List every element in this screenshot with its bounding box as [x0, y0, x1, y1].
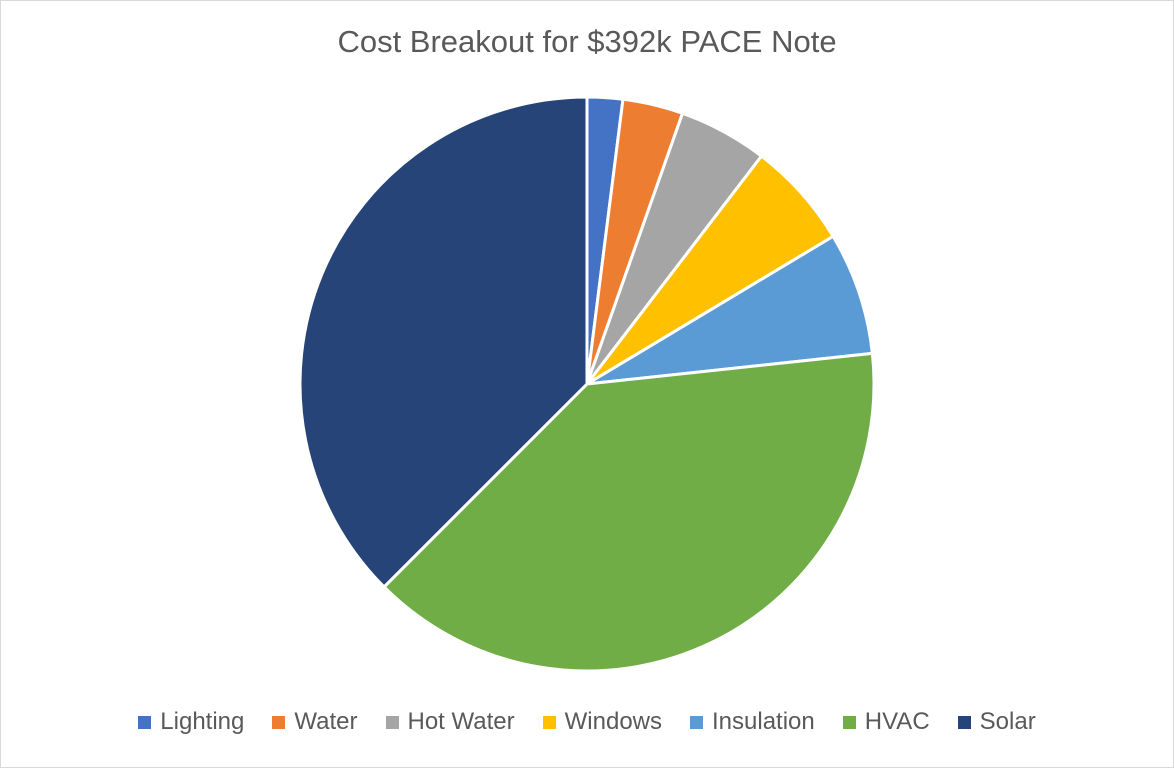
legend-swatch — [272, 715, 286, 729]
legend-label: Lighting — [160, 708, 245, 735]
legend-item-lighting: Lighting — [138, 708, 244, 736]
legend-swatch — [385, 715, 399, 729]
legend-item-hot-water: Hot Water — [385, 708, 515, 736]
legend-label: HVAC — [864, 708, 930, 735]
legend-swatch — [138, 715, 152, 729]
chart-title: Cost Breakout for $392k PACE Note — [337, 24, 837, 59]
pie-slice-hvac — [382, 351, 876, 673]
legend-item-windows: Windows — [542, 708, 662, 736]
legend-label: Insulation — [712, 708, 815, 735]
pie-slice-solar — [298, 95, 589, 589]
legend-swatch — [957, 715, 971, 729]
legend-item-water: Water — [272, 708, 358, 736]
legend-label: Water — [294, 708, 358, 735]
legend-swatch — [842, 715, 856, 729]
legend: Lighting Water Hot Water Windows Insulation H… — [0, 708, 1174, 736]
pie-slice-insulation — [585, 234, 874, 386]
legend-swatch — [542, 715, 556, 729]
legend-item-insulation: Insulation — [690, 708, 815, 736]
legend-label: Solar — [979, 708, 1036, 735]
legend-item-solar: Solar — [957, 708, 1036, 736]
legend-swatch — [690, 715, 703, 729]
legend-label: Windows — [564, 708, 662, 735]
legend-label: Hot Water — [407, 708, 515, 735]
legend-item-hvac: HVAC — [842, 708, 930, 736]
